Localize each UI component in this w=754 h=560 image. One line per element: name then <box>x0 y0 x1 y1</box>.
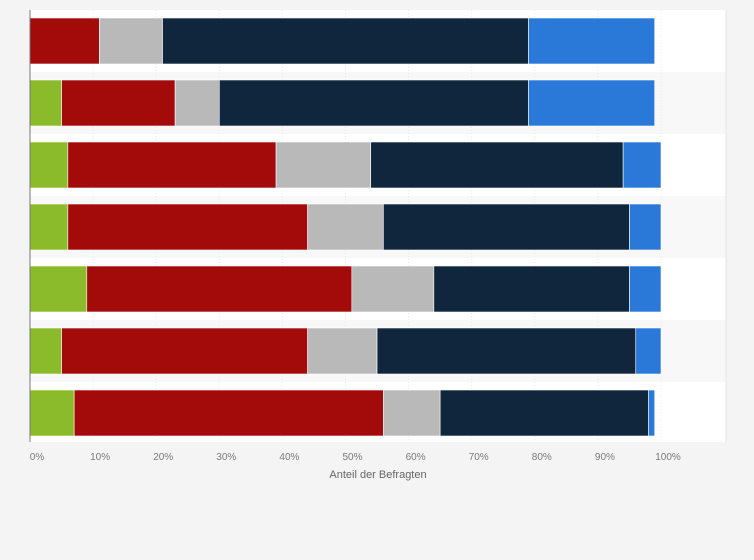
bar-segment <box>307 203 384 251</box>
bar-segment <box>383 203 630 251</box>
bar-segment <box>370 141 624 189</box>
bar-segment <box>433 265 630 313</box>
bar-segment <box>29 17 100 65</box>
bar-segment <box>29 327 62 375</box>
bar-segment <box>162 17 529 65</box>
bar-segment <box>67 203 308 251</box>
x-tick-label: 70% <box>469 452 489 463</box>
bar-segment <box>635 327 662 375</box>
bar-segment <box>29 389 75 437</box>
x-tick-label: 80% <box>532 452 552 463</box>
bar-segment <box>376 327 637 375</box>
x-tick-label: 10% <box>90 452 110 463</box>
bar-segment <box>29 265 88 313</box>
bar-segment <box>29 203 69 251</box>
bar-segment <box>61 79 176 127</box>
bar-segment <box>73 389 384 437</box>
bar-segment <box>67 141 277 189</box>
bar-segment <box>528 17 655 65</box>
x-axis-ticks: 0% 10% 20% 30% 40% 50% 60% 70% 80% 90% 100% <box>30 452 681 463</box>
bar-segment <box>275 141 372 189</box>
x-tick-label: 20% <box>153 452 173 463</box>
bar-segment <box>351 265 435 313</box>
bar-segment <box>383 389 441 437</box>
bar-segment <box>99 17 163 65</box>
x-tick-label: 100% <box>655 452 681 463</box>
bar-segment <box>629 265 662 313</box>
bar-segment <box>219 79 529 127</box>
bar-segment <box>622 141 662 189</box>
x-tick-label: 90% <box>595 452 615 463</box>
bar-segment <box>629 203 662 251</box>
x-tick-label: 60% <box>406 452 426 463</box>
x-axis-title: Anteil der Befragten <box>329 469 426 481</box>
bar-segment <box>439 389 649 437</box>
x-tick-label: 30% <box>216 452 236 463</box>
x-tick-label: 40% <box>279 452 299 463</box>
x-tick-label: 50% <box>342 452 362 463</box>
bar-segment <box>61 327 308 375</box>
x-tick-label: 0% <box>30 452 45 463</box>
bar-segment <box>648 389 655 437</box>
bar-segment <box>29 79 62 127</box>
bar-segment <box>174 79 220 127</box>
bar-segment <box>528 79 655 127</box>
bar-segment <box>86 265 353 313</box>
bars <box>29 17 662 437</box>
bar-segment <box>307 327 378 375</box>
bar-segment <box>29 141 69 189</box>
